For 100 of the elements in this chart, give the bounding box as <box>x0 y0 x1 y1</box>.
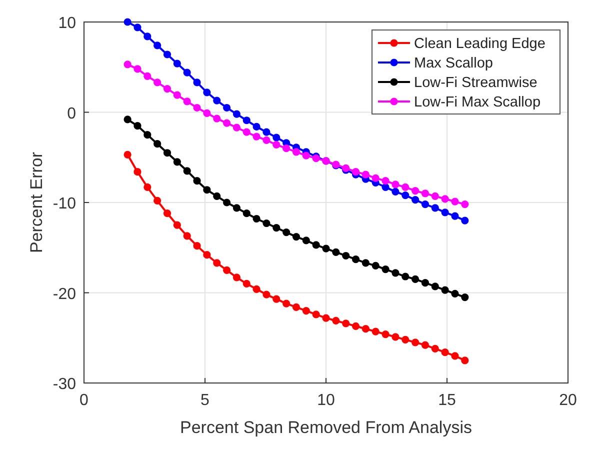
point <box>421 341 430 349</box>
point <box>144 32 152 40</box>
point <box>193 242 201 250</box>
point <box>412 275 420 284</box>
point <box>451 198 459 206</box>
point <box>203 186 211 194</box>
point <box>392 333 400 341</box>
point <box>302 307 310 315</box>
point <box>173 158 181 166</box>
point <box>272 134 280 142</box>
point <box>183 98 191 106</box>
point <box>461 200 469 208</box>
point <box>232 274 240 282</box>
point <box>461 356 469 364</box>
point <box>193 104 201 112</box>
point <box>352 256 360 264</box>
point <box>402 191 410 200</box>
y-tick-label: -10 <box>52 196 76 212</box>
point <box>382 265 390 274</box>
point <box>372 262 380 270</box>
x-tick-label: 20 <box>559 392 577 409</box>
point <box>431 192 439 200</box>
y-tick-label: -30 <box>52 376 76 393</box>
point <box>382 183 390 191</box>
point <box>412 186 420 195</box>
point <box>402 183 410 191</box>
point <box>203 109 211 117</box>
point <box>183 167 191 175</box>
point <box>242 210 250 218</box>
point <box>402 336 410 344</box>
point <box>144 72 152 80</box>
point <box>232 204 240 212</box>
point <box>362 325 370 333</box>
point <box>134 122 142 130</box>
point <box>412 196 420 204</box>
point <box>232 124 240 132</box>
point <box>431 282 439 290</box>
point <box>272 295 280 303</box>
point <box>302 236 310 244</box>
point <box>144 183 152 191</box>
point <box>352 168 360 176</box>
point <box>173 221 181 229</box>
point <box>252 285 260 293</box>
y-axis-title: Percent Error <box>27 152 46 254</box>
point <box>332 316 340 325</box>
point <box>134 65 142 73</box>
point <box>124 18 132 26</box>
point <box>372 328 380 336</box>
point <box>312 241 320 249</box>
point <box>154 196 162 204</box>
point <box>272 140 280 149</box>
point <box>213 96 221 104</box>
point <box>441 286 449 294</box>
y-tick-label: -20 <box>52 286 76 303</box>
point <box>134 24 142 32</box>
point <box>262 290 270 298</box>
x-tick-label: 10 <box>317 392 335 409</box>
point <box>163 84 172 93</box>
point <box>134 168 142 176</box>
point <box>213 192 221 200</box>
point <box>242 280 250 288</box>
point <box>163 210 172 218</box>
point <box>163 50 172 58</box>
point <box>262 219 270 228</box>
point <box>312 310 320 318</box>
x-axis-title: Percent Span Removed From Analysis <box>180 418 472 437</box>
point <box>193 177 201 185</box>
point <box>461 216 469 224</box>
point <box>352 322 360 330</box>
point <box>461 293 469 302</box>
point <box>222 119 231 127</box>
point <box>282 228 290 236</box>
point <box>421 200 430 208</box>
point <box>124 60 132 68</box>
point <box>154 42 162 50</box>
point <box>441 348 449 356</box>
point <box>213 114 221 122</box>
point <box>451 290 459 298</box>
point <box>402 272 410 280</box>
point <box>222 198 231 206</box>
point <box>163 149 172 157</box>
point <box>342 320 350 328</box>
point <box>431 204 439 212</box>
point <box>252 132 260 140</box>
point <box>392 269 400 277</box>
point <box>392 180 400 188</box>
point <box>144 131 152 139</box>
point <box>222 266 231 274</box>
point <box>124 150 132 158</box>
legend-label: Clean Leading Edge <box>414 36 546 52</box>
legend-label: Low-Fi Max Scallop <box>414 94 541 110</box>
point <box>332 248 340 256</box>
point <box>382 177 390 185</box>
point <box>451 352 459 360</box>
point <box>292 232 300 241</box>
point <box>154 78 162 86</box>
point <box>322 244 330 252</box>
point <box>154 140 162 148</box>
point <box>302 152 310 160</box>
point <box>441 195 449 203</box>
